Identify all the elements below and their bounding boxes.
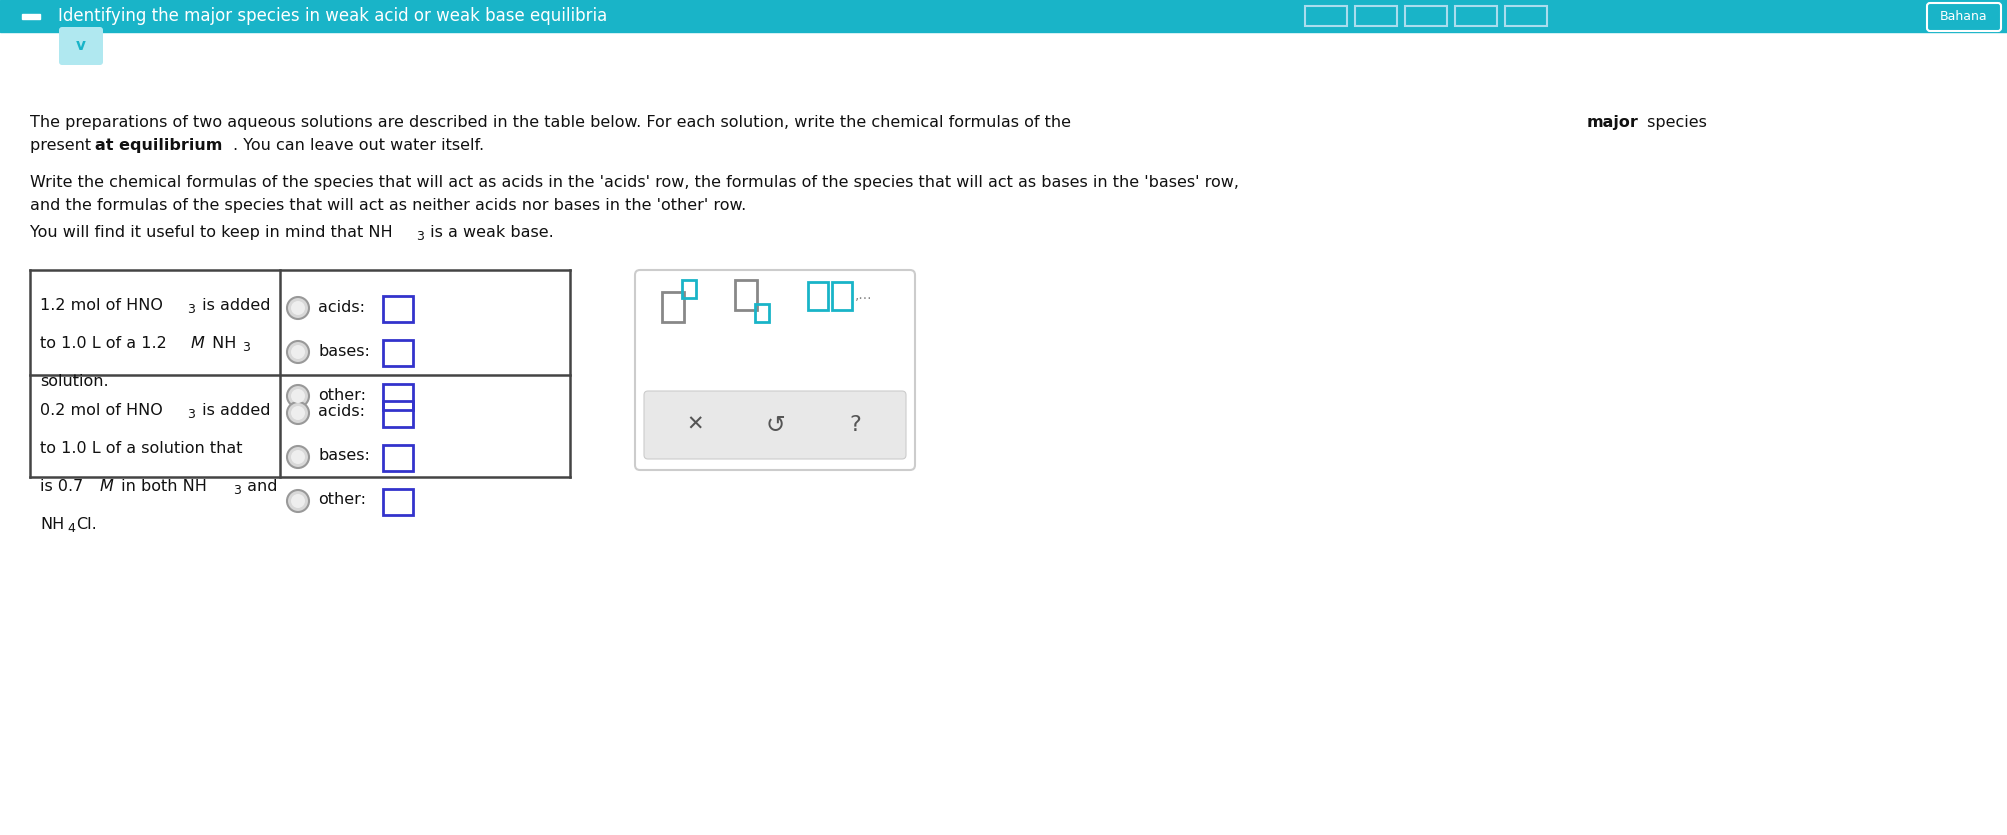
Bar: [383, 296, 413, 322]
Bar: [1505, 6, 1547, 26]
Bar: [735, 280, 757, 310]
Text: acids:: acids:: [317, 404, 365, 419]
Text: Identifying the major species in weak acid or weak base equilibria: Identifying the major species in weak ac…: [58, 7, 608, 25]
FancyBboxPatch shape: [1927, 3, 2001, 31]
Bar: [1455, 6, 1497, 26]
Bar: [809, 282, 829, 310]
Text: 3: 3: [187, 408, 195, 421]
FancyBboxPatch shape: [58, 27, 102, 65]
Text: . You can leave out water itself.: . You can leave out water itself.: [233, 138, 484, 153]
Bar: [0, 0, 2007, 32]
Text: other:: other:: [317, 493, 365, 508]
Text: Write the chemical formulas of the species that will act as acids in the 'acids': Write the chemical formulas of the speci…: [30, 175, 1238, 190]
Circle shape: [287, 297, 309, 319]
Text: M: M: [100, 479, 114, 494]
Bar: [1405, 6, 1447, 26]
Bar: [383, 384, 413, 410]
Bar: [1305, 6, 1347, 26]
Circle shape: [291, 301, 305, 315]
Circle shape: [291, 450, 305, 464]
Text: NH: NH: [40, 517, 64, 532]
Text: to 1.0 L of a solution that: to 1.0 L of a solution that: [40, 441, 243, 456]
Text: The preparations of two aqueous solutions are described in the table below. For : The preparations of two aqueous solution…: [30, 115, 1076, 130]
Text: in both NH: in both NH: [116, 479, 207, 494]
Text: bases:: bases:: [317, 343, 369, 358]
Text: and the formulas of the species that will act as neither acids nor bases in the : and the formulas of the species that wil…: [30, 198, 747, 213]
Text: v: v: [76, 38, 86, 53]
Circle shape: [287, 385, 309, 407]
Text: acids:: acids:: [317, 300, 365, 315]
Text: 3: 3: [233, 484, 241, 497]
Text: 0.2 mol of HNO: 0.2 mol of HNO: [40, 403, 163, 418]
Bar: [22, 13, 40, 18]
Text: is 0.7: is 0.7: [40, 479, 88, 494]
Text: 3: 3: [415, 230, 423, 243]
Bar: [383, 340, 413, 366]
Text: ↺: ↺: [765, 413, 785, 437]
Text: 3: 3: [243, 341, 251, 354]
Text: solution.: solution.: [40, 374, 108, 389]
Circle shape: [291, 406, 305, 420]
Circle shape: [291, 494, 305, 508]
Text: You will find it useful to keep in mind that NH: You will find it useful to keep in mind …: [30, 225, 393, 240]
Bar: [682, 280, 696, 298]
Text: present: present: [30, 138, 96, 153]
Text: is added: is added: [197, 298, 271, 313]
Text: ,...: ,...: [855, 288, 873, 302]
Text: is a weak base.: is a weak base.: [425, 225, 554, 240]
Text: ?: ?: [849, 415, 861, 435]
Text: Cl.: Cl.: [76, 517, 96, 532]
Bar: [662, 292, 684, 322]
Bar: [833, 282, 853, 310]
Text: 4: 4: [66, 522, 74, 535]
Circle shape: [287, 402, 309, 424]
Text: ✕: ✕: [686, 415, 704, 435]
Text: and: and: [243, 479, 277, 494]
Text: M: M: [191, 336, 205, 351]
Circle shape: [291, 389, 305, 403]
Circle shape: [287, 446, 309, 468]
Text: 1.2 mol of HNO: 1.2 mol of HNO: [40, 298, 163, 313]
Circle shape: [287, 341, 309, 363]
Bar: [383, 445, 413, 471]
Text: is added: is added: [197, 403, 271, 418]
Text: 3: 3: [187, 303, 195, 316]
Text: species: species: [1642, 115, 1706, 130]
Bar: [383, 401, 413, 427]
FancyBboxPatch shape: [634, 270, 915, 470]
Bar: [755, 304, 769, 322]
Text: at equilibrium: at equilibrium: [94, 138, 223, 153]
Text: other:: other:: [317, 387, 365, 402]
Bar: [1355, 6, 1397, 26]
Text: NH: NH: [207, 336, 237, 351]
Circle shape: [287, 490, 309, 512]
Text: Bahana: Bahana: [1941, 11, 1987, 23]
FancyBboxPatch shape: [644, 391, 905, 459]
Text: to 1.0 L of a 1.2: to 1.0 L of a 1.2: [40, 336, 173, 351]
Circle shape: [291, 345, 305, 359]
Text: major: major: [1588, 115, 1640, 130]
Bar: [383, 489, 413, 515]
Text: bases:: bases:: [317, 448, 369, 463]
